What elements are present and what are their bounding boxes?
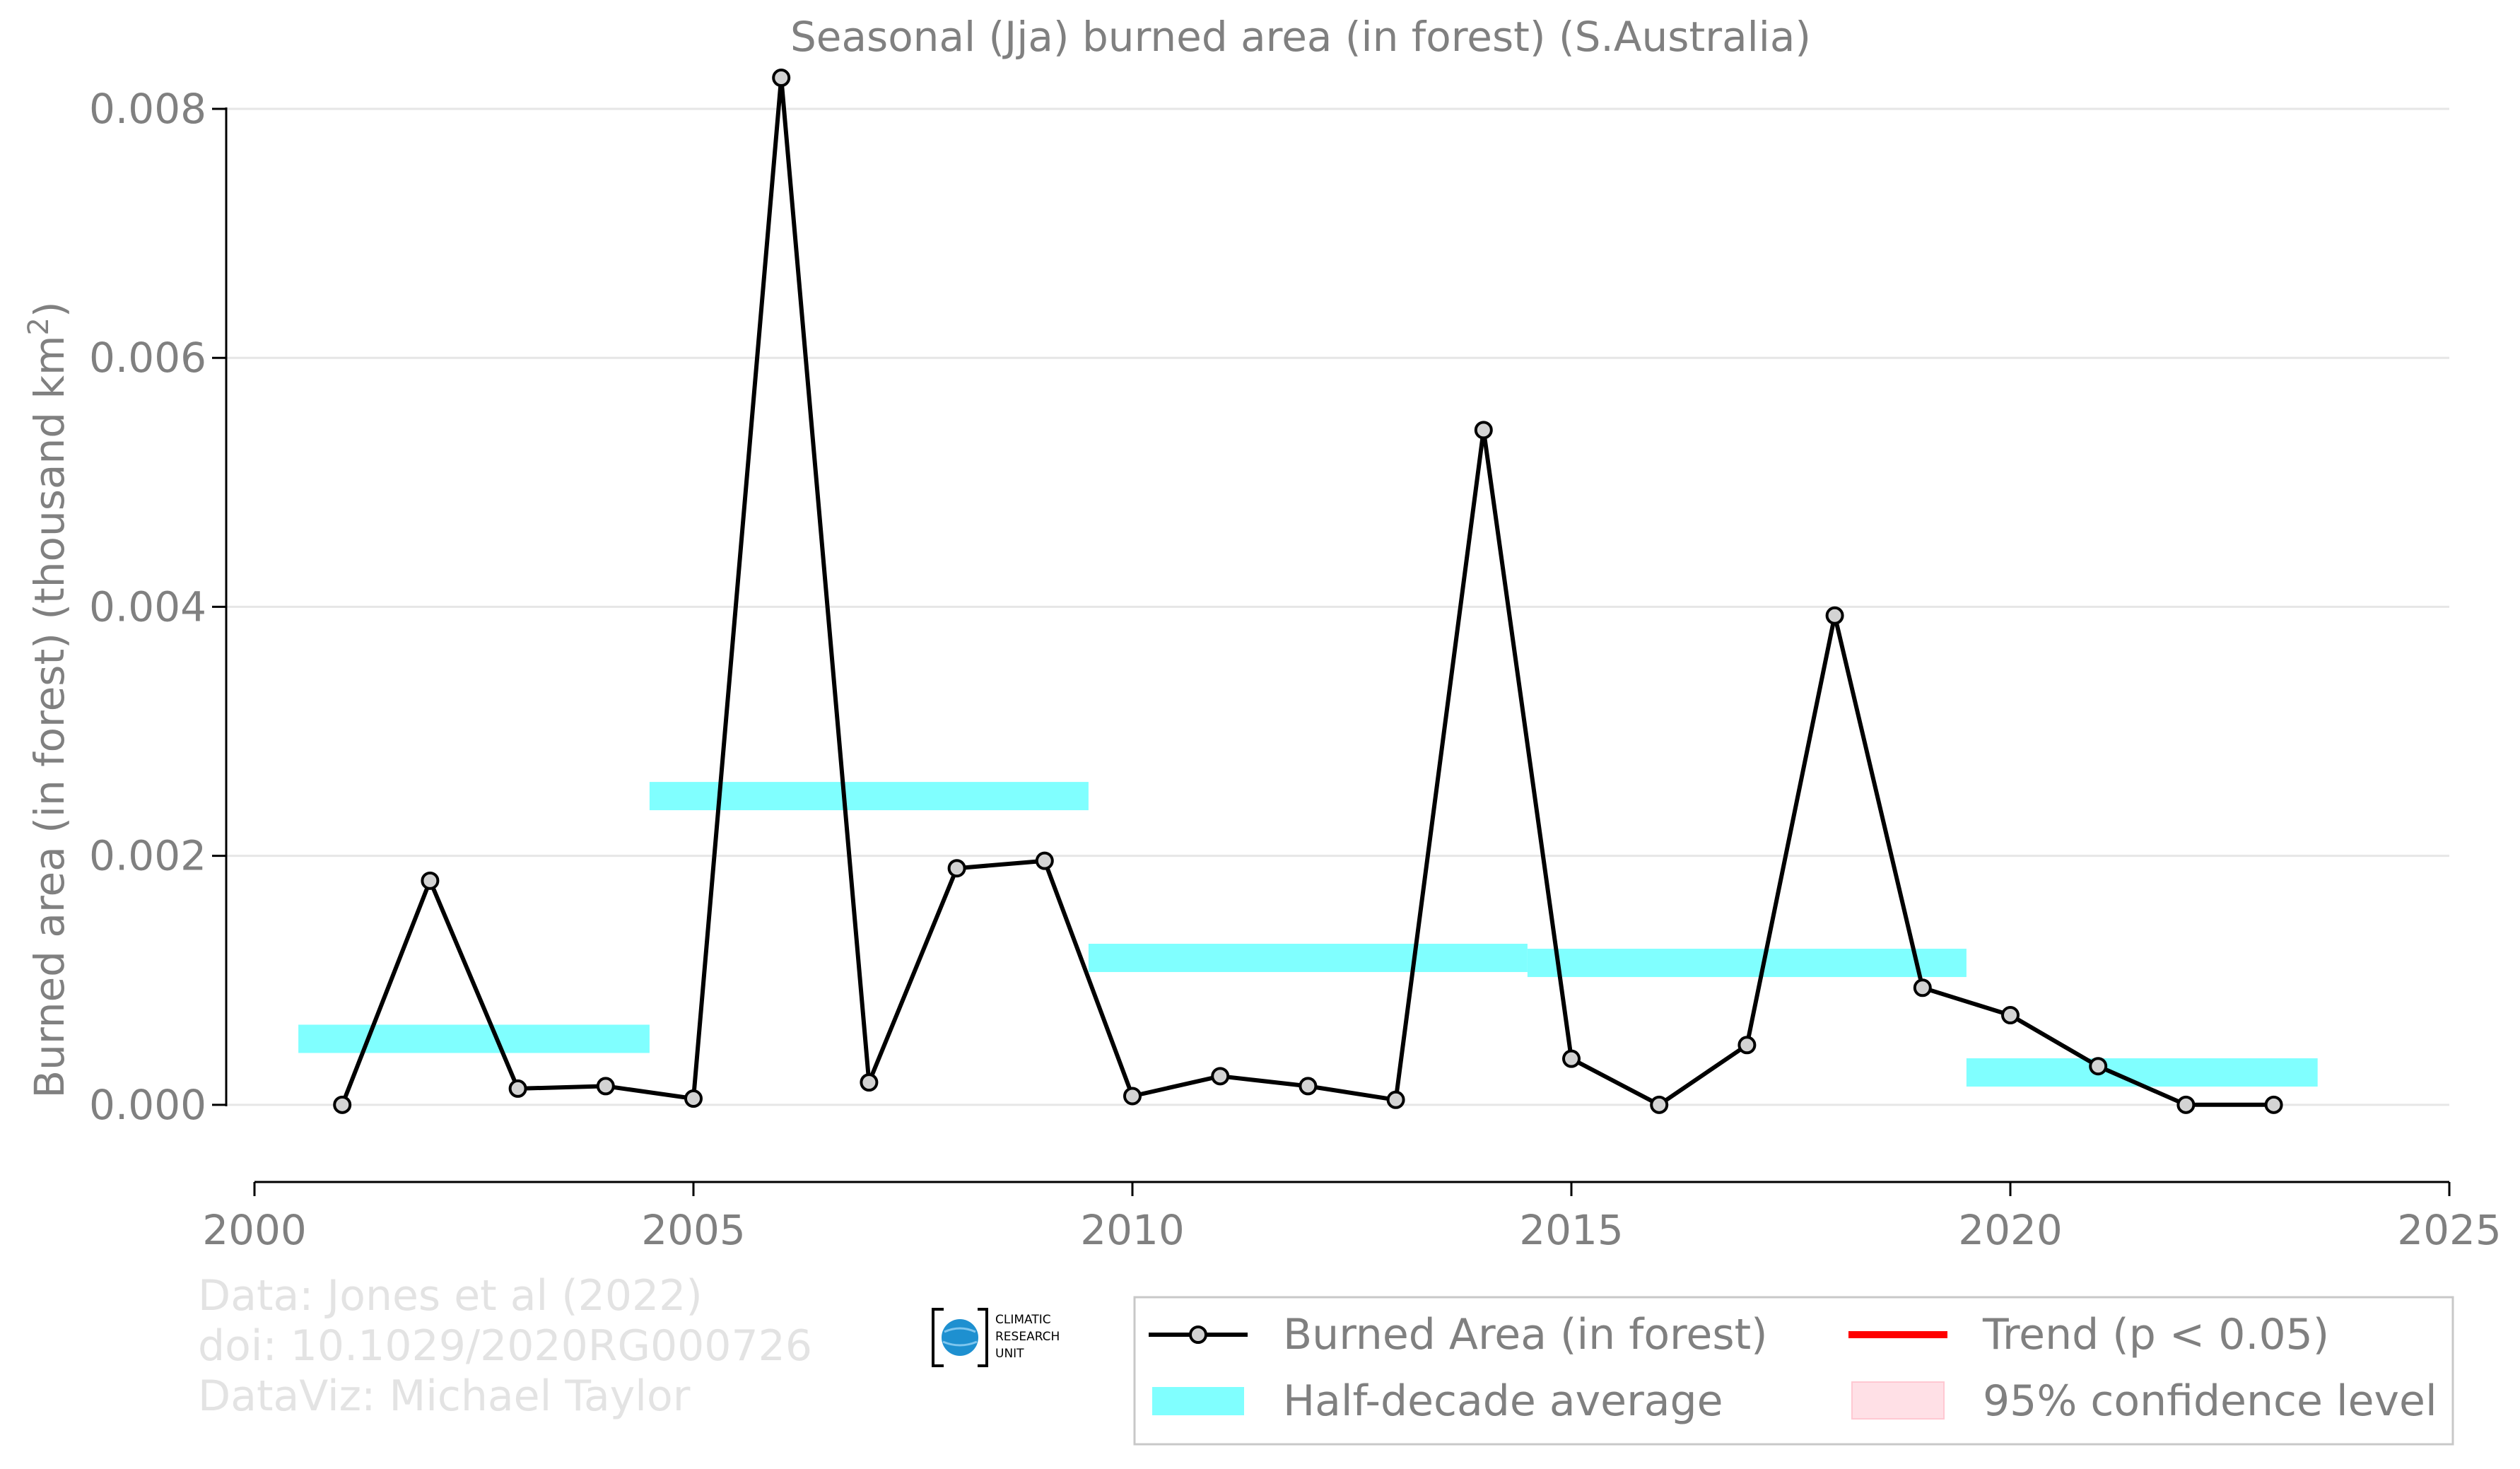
half-decade-average-bar (1088, 944, 1528, 973)
x-tick-label: 2010 (1080, 1206, 1185, 1254)
logo-text-line1: CLIMATIC (995, 1313, 1051, 1327)
data-point (684, 1089, 703, 1108)
half-decade-average-bar (1527, 949, 1967, 978)
data-point (2264, 1095, 2283, 1114)
logo-bracket-left (932, 1308, 944, 1367)
half-decade-average-bar (298, 1024, 650, 1053)
credit-dataviz: DataViz: Michael Taylor (198, 1371, 691, 1421)
legend-box (1133, 1296, 2454, 1446)
data-point (1386, 1090, 1405, 1109)
x-tick-label: 2015 (1519, 1206, 1624, 1254)
data-point (1474, 421, 1493, 440)
credit-doi: doi: 10.1029/2020RG000726 (198, 1321, 812, 1371)
data-point (596, 1077, 615, 1096)
x-tick-label: 2020 (1958, 1206, 2063, 1254)
data-point (2001, 1006, 2020, 1025)
half-decade-average-bars (298, 782, 2318, 1087)
legend-label-confidence: 95% confidence level (1983, 1376, 2437, 1426)
x-tick-label: 2005 (641, 1206, 746, 1254)
logo-text-line2: RESEARCH (995, 1330, 1060, 1344)
chart-title: Seasonal (Jja) burned area (in forest) (… (790, 13, 1811, 61)
credits: Data: Jones et al (2022) doi: 10.1029/20… (198, 1271, 812, 1421)
legend-label-burned-area: Burned Area (in forest) (1283, 1310, 1768, 1359)
data-point (508, 1079, 527, 1098)
burned-area-series (333, 69, 2283, 1114)
x-tick-label: 2025 (2397, 1206, 2502, 1254)
data-point (1737, 1036, 1757, 1055)
legend-label-trend: Trend (p < 0.05) (1982, 1310, 2329, 1359)
y-tick-label: 0.006 (89, 334, 206, 382)
x-tick-label: 2000 (202, 1206, 307, 1254)
legend-marker-swatch (1189, 1325, 1207, 1344)
y-axis-label-superscript: 2 (23, 317, 55, 335)
data-point (1913, 978, 1932, 997)
data-point (1650, 1095, 1669, 1114)
data-point (772, 69, 791, 88)
data-point (1562, 1049, 1581, 1068)
axes (212, 107, 2451, 1196)
data-point (860, 1073, 879, 1092)
half-decade-average-bar (649, 782, 1089, 811)
data-point (1035, 851, 1054, 870)
data-point (421, 871, 440, 890)
data-point (1299, 1077, 1318, 1096)
globe-icon (942, 1319, 978, 1356)
legend-label-half-decade: Half-decade average (1283, 1376, 1723, 1426)
legend-confidence-swatch (1851, 1381, 1945, 1420)
y-tick-label: 0.004 (89, 583, 206, 631)
legend: Burned Area (in forest) Half-decade aver… (1133, 1296, 2454, 1446)
credit-data-source: Data: Jones et al (2022) (198, 1271, 703, 1321)
data-point (947, 859, 966, 878)
data-point (1123, 1087, 1142, 1106)
logo-bracket-right (978, 1308, 988, 1367)
data-point (1211, 1067, 1230, 1086)
logo-text-line3: UNIT (995, 1347, 1024, 1361)
data-point (333, 1095, 352, 1114)
tick-labels: 0.000 0.002 0.004 0.006 0.008 2000 2005 2010 201… (89, 85, 2502, 1254)
y-tick-label: 0.000 (89, 1081, 206, 1129)
data-point (1825, 606, 1844, 625)
cru-logo: CLIMATIC RESEARCH UNIT (932, 1308, 1060, 1367)
half-decade-average-bar (1966, 1058, 2318, 1087)
legend-average-swatch (1152, 1387, 1244, 1415)
data-point (2176, 1095, 2196, 1114)
data-point (2089, 1057, 2108, 1076)
gridlines (226, 107, 2449, 1106)
logo-globe-grid (942, 1327, 978, 1347)
y-tick-label: 0.002 (89, 832, 206, 880)
y-axis-label-close: ) (25, 301, 74, 317)
y-tick-label: 0.008 (89, 85, 206, 133)
y-axis-label: Burned area (in forest) (thousand km2) (23, 301, 74, 1098)
